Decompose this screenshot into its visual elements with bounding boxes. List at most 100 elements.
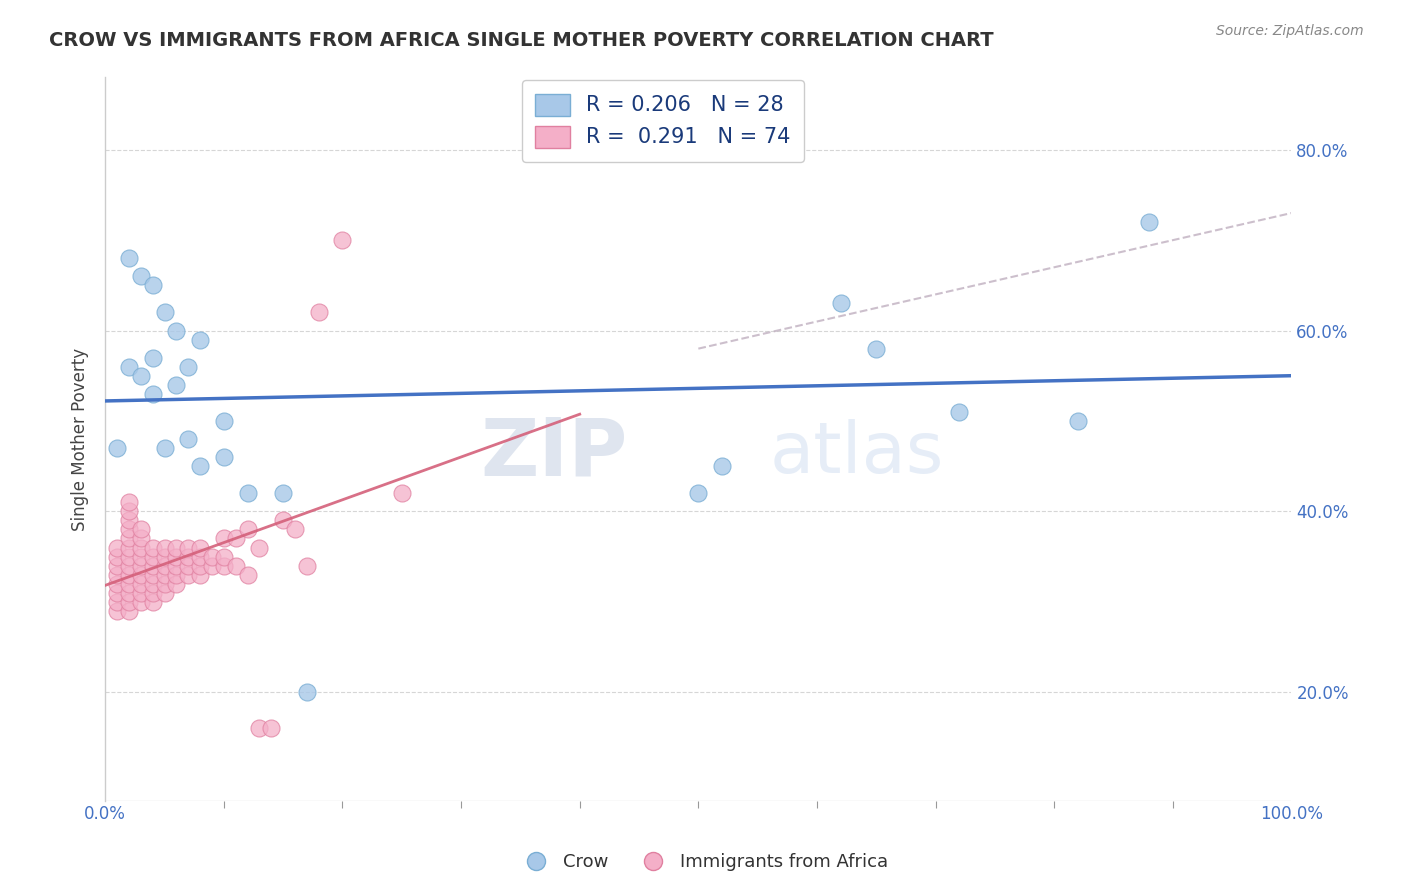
Point [165, 567, 187, 582]
Point [118, 513, 141, 527]
Point [165, 324, 187, 338]
Point [118, 585, 141, 599]
Point [142, 576, 165, 591]
Point [865, 342, 887, 356]
Point [332, 233, 354, 247]
Point [165, 576, 187, 591]
Point [249, 541, 271, 555]
Point [129, 595, 152, 609]
Point [188, 459, 211, 474]
Point [105, 604, 128, 618]
Point [153, 305, 176, 319]
Point [212, 558, 235, 573]
Point [153, 567, 176, 582]
Legend: R = 0.206   N = 28, R =  0.291   N = 74: R = 0.206 N = 28, R = 0.291 N = 74 [522, 80, 804, 161]
Point [1067, 414, 1090, 428]
Point [236, 486, 259, 500]
Point [177, 567, 200, 582]
Point [177, 432, 200, 446]
Point [188, 541, 211, 555]
Point [948, 405, 970, 419]
Point [105, 585, 128, 599]
Point [105, 595, 128, 609]
Y-axis label: Single Mother Poverty: Single Mother Poverty [72, 348, 89, 531]
Point [129, 558, 152, 573]
Point [212, 532, 235, 546]
Point [129, 523, 152, 537]
Point [105, 541, 128, 555]
Point [153, 541, 176, 555]
Point [177, 558, 200, 573]
Point [129, 549, 152, 564]
Text: ZIP: ZIP [479, 415, 627, 492]
Point [105, 558, 128, 573]
Point [177, 359, 200, 374]
Point [129, 585, 152, 599]
Point [236, 567, 259, 582]
Point [118, 567, 141, 582]
Point [118, 523, 141, 537]
Point [260, 721, 283, 735]
Point [105, 549, 128, 564]
Point [830, 296, 852, 310]
Point [105, 576, 128, 591]
Point [118, 604, 141, 618]
Point [165, 541, 187, 555]
Point [295, 558, 318, 573]
Text: CROW VS IMMIGRANTS FROM AFRICA SINGLE MOTHER POVERTY CORRELATION CHART: CROW VS IMMIGRANTS FROM AFRICA SINGLE MO… [49, 31, 994, 50]
Point [118, 504, 141, 518]
Point [212, 549, 235, 564]
Point [177, 541, 200, 555]
Point [177, 549, 200, 564]
Point [153, 576, 176, 591]
Point [153, 441, 176, 455]
Point [129, 368, 152, 383]
Point [142, 387, 165, 401]
Point [284, 523, 307, 537]
Point [142, 541, 165, 555]
Point [391, 486, 413, 500]
Point [142, 595, 165, 609]
Point [129, 269, 152, 284]
Point [249, 721, 271, 735]
Point [188, 333, 211, 347]
Point [129, 532, 152, 546]
Point [308, 305, 330, 319]
Point [118, 532, 141, 546]
Point [212, 414, 235, 428]
Point [118, 595, 141, 609]
Point [142, 567, 165, 582]
Point [271, 513, 294, 527]
Point [142, 351, 165, 365]
Point [118, 549, 141, 564]
Point [153, 585, 176, 599]
Point [105, 441, 128, 455]
Point [105, 567, 128, 582]
Point [212, 450, 235, 464]
Point [129, 567, 152, 582]
Point [118, 359, 141, 374]
Point [118, 541, 141, 555]
Point [188, 567, 211, 582]
Point [711, 459, 734, 474]
Point [129, 541, 152, 555]
Point [188, 558, 211, 573]
Point [142, 549, 165, 564]
Point [201, 558, 224, 573]
Point [688, 486, 710, 500]
Point [142, 558, 165, 573]
Point [142, 278, 165, 293]
Point [295, 685, 318, 699]
Point [129, 576, 152, 591]
Point [1137, 215, 1160, 229]
Point [118, 558, 141, 573]
Point [153, 558, 176, 573]
Point [225, 532, 247, 546]
Point [153, 549, 176, 564]
Point [236, 523, 259, 537]
Text: atlas: atlas [769, 419, 943, 488]
Legend: Crow, Immigrants from Africa: Crow, Immigrants from Africa [510, 847, 896, 879]
Point [118, 495, 141, 509]
Point [118, 576, 141, 591]
Point [188, 549, 211, 564]
